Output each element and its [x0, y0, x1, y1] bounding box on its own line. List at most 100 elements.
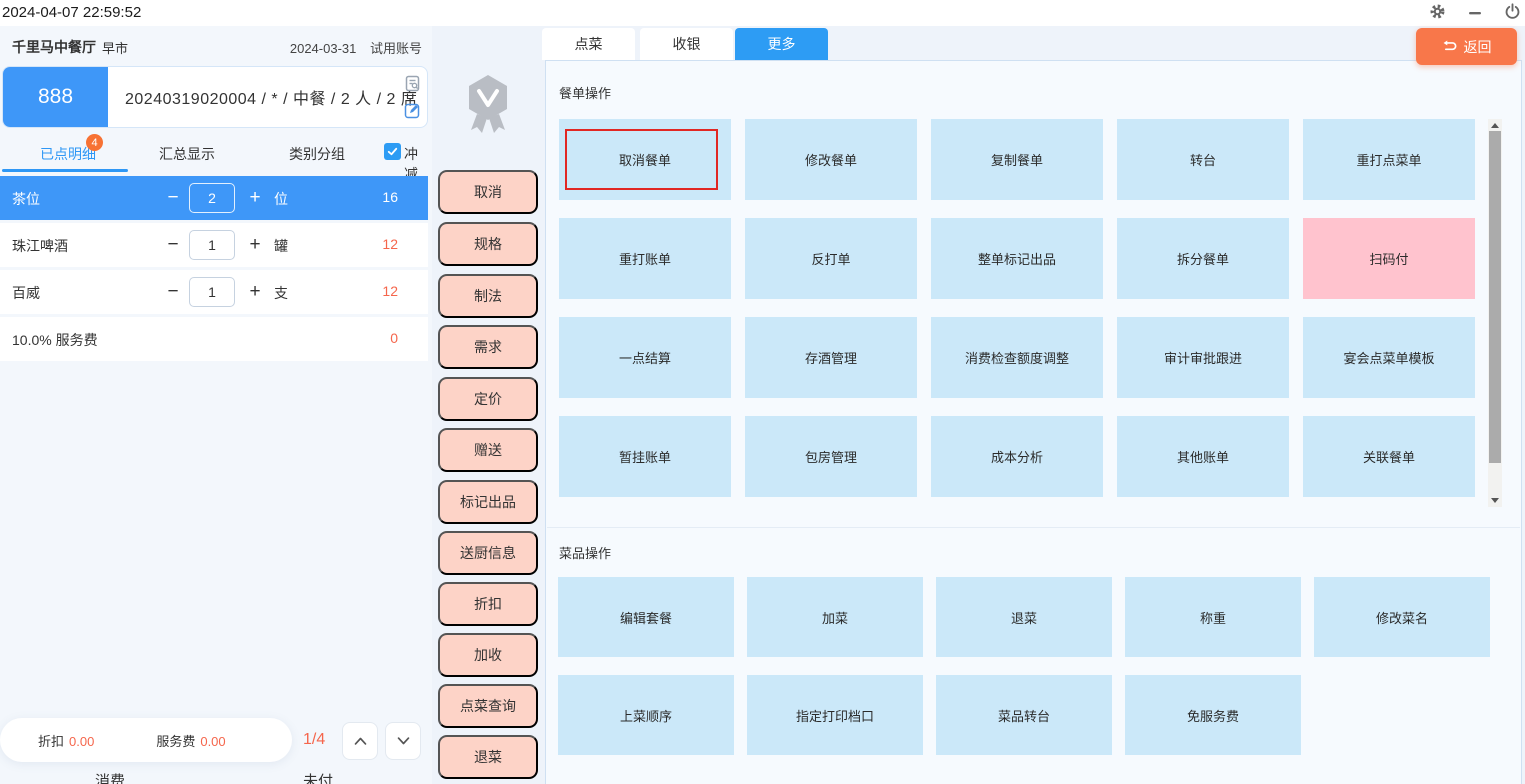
item-name: 10.0% 服务费: [12, 332, 98, 348]
edit-combo-button[interactable]: 编辑套餐: [558, 577, 734, 657]
waive-service-fee-button[interactable]: 免服务费: [1125, 675, 1301, 755]
service-fee-group: 服务费 0.00: [156, 731, 225, 750]
decrease-qty-button[interactable]: −: [167, 187, 179, 208]
minimize-icon[interactable]: [1468, 3, 1482, 20]
private-room-button[interactable]: 包房管理: [745, 416, 917, 497]
decrease-qty-button[interactable]: −: [167, 281, 179, 302]
service-fee-row[interactable]: 10.0% 服务费 0: [0, 317, 428, 361]
store-header: 千里马中餐厅 早市 2024-03-31 试用账号: [0, 34, 428, 56]
item-action-button-kitchen-msg[interactable]: 送厨信息: [438, 531, 538, 575]
item-action-button-pricing[interactable]: 定价: [438, 377, 538, 421]
one-click-settle-button[interactable]: 一点结算: [559, 317, 731, 398]
power-icon[interactable]: [1504, 3, 1521, 20]
assign-print-station-button[interactable]: 指定打印档口: [747, 675, 923, 755]
qty-input[interactable]: 1: [189, 230, 235, 260]
back-button[interactable]: 返回: [1416, 28, 1517, 65]
order-item-row[interactable]: 茶位 − 2 + 位 16: [0, 176, 428, 220]
item-action-button-request[interactable]: 需求: [438, 325, 538, 369]
rename-dish-button[interactable]: 修改菜名: [1314, 577, 1490, 657]
consumption-check-quota-button[interactable]: 消费检查额度调整: [931, 317, 1103, 398]
order-view-tabs: 已点明细 4 汇总显示 类别分组 冲减: [0, 134, 428, 182]
order-ops-scrollbar[interactable]: [1488, 119, 1502, 507]
item-name: 珠江啤酒: [12, 238, 68, 254]
tab-cashier[interactable]: 收银: [640, 28, 733, 60]
totals-row: 消费 未付: [0, 770, 428, 784]
modify-order-button[interactable]: 修改餐单: [745, 119, 917, 200]
audit-approval-button[interactable]: 审计审批跟进: [1117, 317, 1289, 398]
discount-label: 折扣: [38, 733, 65, 749]
item-action-button-discount[interactable]: 折扣: [438, 582, 538, 626]
wine-storage-button[interactable]: 存酒管理: [745, 317, 917, 398]
item-action-button-return-dish[interactable]: 退菜: [438, 735, 538, 779]
table-number: 888: [3, 67, 108, 127]
item-action-button-gift[interactable]: 赠送: [438, 428, 538, 472]
transfer-table-button[interactable]: 转台: [1117, 119, 1289, 200]
item-action-button-mark-serve[interactable]: 标记出品: [438, 480, 538, 524]
weigh-button[interactable]: 称重: [1125, 577, 1301, 657]
increase-qty-button[interactable]: +: [249, 187, 261, 208]
add-dish-button[interactable]: 加菜: [747, 577, 923, 657]
increase-qty-button[interactable]: +: [249, 281, 261, 302]
tab-more[interactable]: 更多: [735, 28, 828, 60]
item-price: 16: [382, 189, 398, 205]
scrollbar-up-arrow[interactable]: [1491, 123, 1499, 128]
reprint-order-ticket-button[interactable]: 重打点菜单: [1303, 119, 1475, 200]
reverse-print-button[interactable]: 反打单: [745, 218, 917, 299]
scrollbar-down-arrow[interactable]: [1491, 498, 1499, 503]
scrollbar-thumb[interactable]: [1489, 131, 1501, 463]
order-info-text: 20240319020004 / * / 中餐 / 2 人 / 2 席: [125, 91, 418, 108]
item-unit: 支: [274, 285, 288, 301]
other-bills-button[interactable]: 其他账单: [1117, 416, 1289, 497]
offset-checkbox[interactable]: [384, 143, 401, 160]
tab-ordered-detail[interactable]: 已点明细: [40, 146, 96, 162]
section-title-order-ops: 餐单操作: [559, 86, 612, 101]
ordered-count-badge: 4: [86, 134, 103, 151]
item-action-button-cancel[interactable]: 取消: [438, 170, 538, 214]
cancel-order-button-highlighted[interactable]: 取消餐单: [559, 119, 731, 200]
scroll-up-button[interactable]: [342, 722, 378, 760]
reprint-bill-button[interactable]: 重打账单: [559, 218, 731, 299]
dish-transfer-table-button[interactable]: 菜品转台: [936, 675, 1112, 755]
order-item-row[interactable]: 百威 − 1 + 支 12: [0, 270, 428, 314]
edit-order-icon[interactable]: [404, 102, 421, 124]
decrease-qty-button[interactable]: −: [167, 234, 179, 255]
copy-order-button[interactable]: 复制餐单: [931, 119, 1103, 200]
section-title-dish-ops: 菜品操作: [559, 546, 612, 561]
item-action-button-surcharge[interactable]: 加收: [438, 633, 538, 677]
qty-input[interactable]: 2: [189, 183, 235, 213]
item-name: 茶位: [12, 191, 40, 207]
medal-badge-icon: [462, 72, 514, 139]
business-date: 2024-03-31: [289, 41, 357, 56]
tab-category-group[interactable]: 类别分组: [289, 146, 345, 162]
item-action-button-order-query[interactable]: 点菜查询: [438, 684, 538, 728]
session-label: 早市: [102, 41, 129, 56]
discount-value: 0.00: [69, 733, 95, 749]
mark-whole-order-served-button[interactable]: 整单标记出品: [931, 218, 1103, 299]
cost-analysis-button[interactable]: 成本分析: [931, 416, 1103, 497]
active-tab-underline: [2, 169, 128, 172]
dish-ops-grid: 编辑套餐 加菜 退菜 称重 修改菜名 上菜顺序 指定打印档口 菜品转台 免服务费: [558, 577, 1490, 755]
order-detail-icon[interactable]: [404, 75, 421, 97]
account-type: 试用账号: [369, 41, 422, 56]
linked-order-button[interactable]: 关联餐单: [1303, 416, 1475, 497]
item-action-button-spec[interactable]: 规格: [438, 222, 538, 266]
return-dish-button[interactable]: 退菜: [936, 577, 1112, 657]
item-action-button-method[interactable]: 制法: [438, 274, 538, 318]
serving-order-button[interactable]: 上菜顺序: [558, 675, 734, 755]
settings-gear-icon[interactable]: [1429, 3, 1446, 20]
increase-qty-button[interactable]: +: [249, 234, 261, 255]
scroll-down-button[interactable]: [385, 722, 421, 760]
qty-input[interactable]: 1: [189, 277, 235, 307]
split-order-button[interactable]: 拆分餐单: [1117, 218, 1289, 299]
business-date-account: 2024-03-31 试用账号: [280, 38, 422, 57]
scan-pay-button[interactable]: 扫码付: [1303, 218, 1475, 299]
tab-order-dishes[interactable]: 点菜: [542, 28, 635, 60]
discount-summary-pill: 折扣 0.00 服务费 0.00: [0, 718, 292, 762]
order-item-row[interactable]: 珠江啤酒 − 1 + 罐 12: [0, 223, 428, 267]
consume-label: 消费: [95, 773, 126, 784]
item-price: 12: [382, 283, 398, 299]
tab-summary-view[interactable]: 汇总显示: [159, 146, 215, 162]
banquet-menu-template-button[interactable]: 宴会点菜单模板: [1303, 317, 1475, 398]
suspend-bill-button[interactable]: 暂挂账单: [559, 416, 731, 497]
